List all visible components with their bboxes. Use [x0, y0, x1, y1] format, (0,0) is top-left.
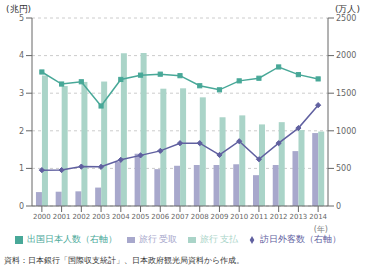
- svg-text:2002: 2002: [72, 213, 90, 221]
- svg-text:500: 500: [336, 164, 351, 173]
- svg-text:3: 3: [19, 89, 24, 98]
- svg-text:2500: 2500: [336, 14, 356, 23]
- svg-text:2000: 2000: [33, 213, 51, 221]
- svg-text:2001: 2001: [53, 213, 71, 221]
- svg-text:2008: 2008: [191, 213, 209, 221]
- html-text:(万人): (万人): [335, 4, 360, 14]
- html-text:出国日本人数（右軸）: 出国日本人数（右軸）: [26, 234, 117, 244]
- html-text:資料：日本銀行「国際収支統計」、日本政府観光局資料から作成。: 資料：日本銀行「国際収支統計」、日本政府観光局資料から作成。: [4, 256, 244, 265]
- svg-text:2006: 2006: [151, 213, 169, 221]
- svg-text:2013: 2013: [289, 213, 307, 221]
- svg-text:1: 1: [19, 164, 24, 173]
- svg-text:2014: 2014: [309, 213, 327, 221]
- svg-text:1000: 1000: [336, 127, 356, 136]
- svg-text:0: 0: [336, 202, 341, 211]
- svg-text:1500: 1500: [336, 89, 356, 98]
- svg-text:5: 5: [19, 14, 24, 23]
- svg-text:(年): (年): [314, 225, 328, 234]
- html-text:(兆円): (兆円): [6, 4, 31, 14]
- svg-text:2004: 2004: [112, 213, 130, 221]
- svg-text:2011: 2011: [250, 213, 268, 221]
- svg-text:2012: 2012: [270, 213, 288, 221]
- svg-text:2: 2: [19, 127, 24, 136]
- svg-text:2005: 2005: [132, 213, 150, 221]
- html-text:訪日外客数（右軸）: 訪日外客数（右軸）: [260, 234, 342, 244]
- svg-text:2000: 2000: [336, 51, 356, 60]
- svg-text:2007: 2007: [171, 213, 189, 221]
- svg-text:0: 0: [19, 202, 24, 211]
- svg-text:4: 4: [19, 51, 24, 60]
- html-text:旅行 受取: 旅行 受取: [138, 234, 178, 244]
- svg-text:2003: 2003: [92, 213, 110, 221]
- svg-text:2009: 2009: [211, 213, 229, 221]
- svg-text:2010: 2010: [230, 213, 248, 221]
- html-text:旅行 支払: 旅行 支払: [199, 234, 239, 244]
